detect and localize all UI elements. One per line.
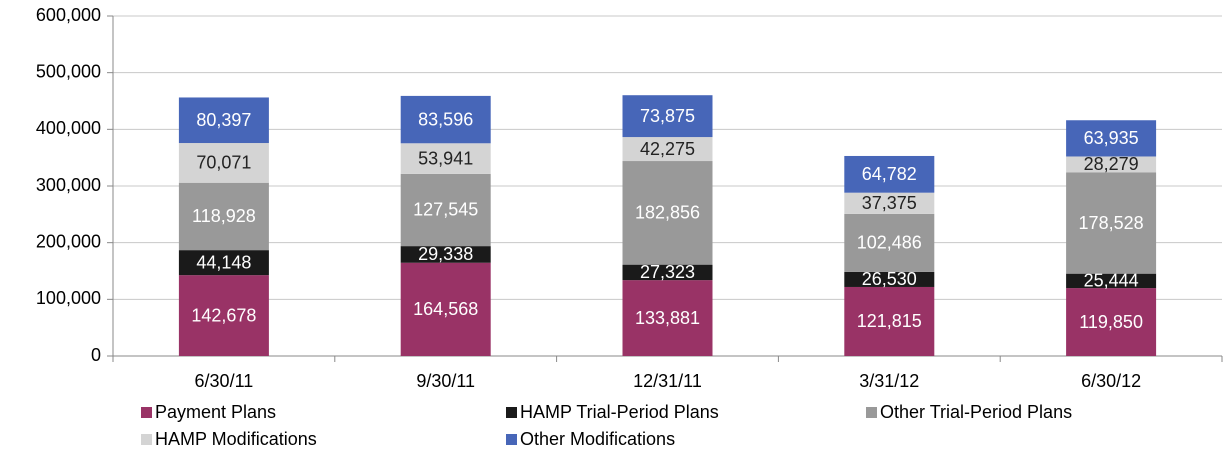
bar-segment: [400, 262, 491, 356]
y-tick-label: 100,000: [36, 288, 101, 308]
x-tick-label: 6/30/12: [1081, 371, 1141, 391]
data-label: 29,338: [418, 244, 473, 264]
legend-label: Payment Plans: [155, 402, 276, 422]
bar-segment: [844, 192, 935, 214]
data-label: 73,875: [640, 106, 695, 126]
x-tick-label: 9/30/11: [416, 371, 475, 391]
data-label: 83,596: [418, 109, 473, 129]
y-tick-label: 0: [91, 345, 101, 365]
y-tick-label: 400,000: [36, 118, 101, 138]
bar-segment: [844, 213, 935, 272]
y-tick-label: 300,000: [36, 175, 101, 195]
bar-segment: [844, 155, 935, 193]
data-label: 119,850: [1079, 312, 1143, 332]
data-label: 53,941: [418, 148, 473, 168]
bar-segment: [622, 137, 713, 162]
data-label: 63,935: [1084, 128, 1139, 148]
bar-segment: [844, 271, 935, 287]
data-label: 44,148: [196, 252, 251, 272]
bar-segment: [178, 250, 269, 276]
data-label: 26,530: [862, 269, 917, 289]
bar-segment: [622, 264, 713, 281]
bar-segment: [400, 95, 491, 144]
bar-segment: [178, 97, 269, 144]
bar-segment: [622, 161, 713, 265]
x-tick-label: 12/31/11: [633, 371, 702, 391]
data-label: 127,545: [413, 200, 478, 220]
data-label: 142,678: [191, 305, 256, 325]
bar-segment: [1066, 288, 1157, 356]
x-tick-label: 6/30/11: [195, 371, 254, 391]
bar-segment: [178, 143, 269, 183]
legend-swatch: [866, 407, 877, 418]
legend-swatch: [506, 407, 517, 418]
data-label: 178,528: [1079, 213, 1144, 233]
y-tick-label: 600,000: [36, 5, 101, 25]
data-label: 42,275: [640, 139, 695, 159]
data-label: 37,375: [862, 193, 917, 213]
bar-segment: [178, 275, 269, 356]
legend-swatch: [141, 434, 152, 445]
data-label: 102,486: [857, 233, 922, 253]
data-label: 80,397: [196, 110, 251, 130]
bar-segment: [400, 173, 491, 247]
data-label: 121,815: [857, 311, 922, 331]
data-label: 133,881: [635, 308, 700, 328]
bar-segment: [622, 280, 713, 356]
legend-swatch: [141, 407, 152, 418]
bar-segment: [1066, 273, 1157, 289]
legend-label: Other Trial-Period Plans: [880, 402, 1072, 422]
legend-label: HAMP Modifications: [155, 429, 317, 449]
data-label: 28,279: [1084, 154, 1139, 174]
data-label: 70,071: [196, 153, 251, 173]
y-tick-label: 500,000: [36, 61, 101, 81]
y-tick-label: 200,000: [36, 231, 101, 251]
data-label: 25,444: [1084, 271, 1139, 291]
bar-segment: [622, 95, 713, 138]
bar-segment: [1066, 172, 1157, 274]
bar-segment: [400, 143, 491, 174]
x-tick-label: 3/31/12: [859, 371, 919, 391]
bar-segment: [844, 286, 935, 356]
bar-segment: [1066, 120, 1157, 157]
bar-segment: [400, 246, 491, 263]
legend-swatch: [506, 434, 517, 445]
data-label: 182,856: [635, 203, 700, 223]
data-label: 164,568: [413, 299, 478, 319]
data-label: 27,323: [640, 262, 695, 282]
legend-label: Other Modifications: [520, 429, 675, 449]
data-label: 118,928: [192, 206, 256, 226]
data-label: 64,782: [862, 164, 917, 184]
bar-segment: [178, 182, 269, 251]
bar-segment: [1066, 156, 1157, 173]
legend-label: HAMP Trial-Period Plans: [520, 402, 719, 422]
